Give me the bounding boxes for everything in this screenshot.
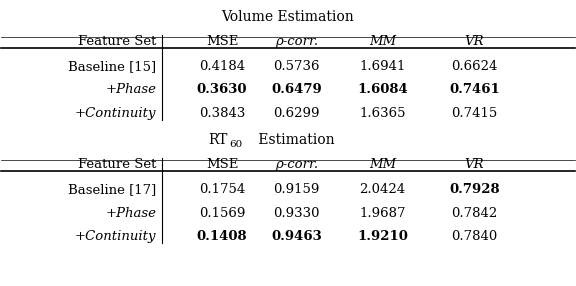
Text: ρ-corr.: ρ-corr.: [275, 158, 318, 171]
Text: 0.7461: 0.7461: [449, 83, 499, 96]
Text: +Continuity: +Continuity: [75, 107, 156, 120]
Text: VR: VR: [464, 35, 484, 47]
Text: 60: 60: [229, 140, 242, 149]
Text: 0.7928: 0.7928: [449, 183, 499, 196]
Text: ρ-corr.: ρ-corr.: [275, 35, 318, 47]
Text: 1.9687: 1.9687: [359, 207, 406, 220]
Text: 1.9210: 1.9210: [357, 230, 408, 243]
Text: Baseline [15]: Baseline [15]: [68, 60, 156, 73]
Text: RT: RT: [209, 133, 228, 147]
Text: Volume Estimation: Volume Estimation: [222, 10, 354, 24]
Text: 1.6941: 1.6941: [359, 60, 406, 73]
Text: +Continuity: +Continuity: [75, 230, 156, 243]
Text: MM: MM: [369, 158, 396, 171]
Text: 0.3630: 0.3630: [197, 83, 247, 96]
Text: 0.1569: 0.1569: [199, 207, 245, 220]
Text: 0.9330: 0.9330: [274, 207, 320, 220]
Text: Estimation: Estimation: [253, 133, 334, 147]
Text: 1.6084: 1.6084: [357, 83, 408, 96]
Text: 0.9463: 0.9463: [271, 230, 322, 243]
Text: +Phase: +Phase: [105, 207, 156, 220]
Text: 0.5736: 0.5736: [274, 60, 320, 73]
Text: 0.7842: 0.7842: [451, 207, 498, 220]
Text: +Phase: +Phase: [105, 83, 156, 96]
Text: Feature Set: Feature Set: [78, 35, 156, 47]
Text: Baseline [17]: Baseline [17]: [68, 183, 156, 196]
Text: 0.7840: 0.7840: [451, 230, 498, 243]
Text: 0.6624: 0.6624: [451, 60, 498, 73]
Text: 0.1408: 0.1408: [197, 230, 247, 243]
Text: MSE: MSE: [206, 158, 238, 171]
Text: 0.9159: 0.9159: [274, 183, 320, 196]
Text: 0.6299: 0.6299: [274, 107, 320, 120]
Text: Feature Set: Feature Set: [78, 158, 156, 171]
Text: 0.7415: 0.7415: [451, 107, 498, 120]
Text: VR: VR: [464, 158, 484, 171]
Text: 1.6365: 1.6365: [359, 107, 406, 120]
Text: 2.0424: 2.0424: [359, 183, 406, 196]
Text: 0.4184: 0.4184: [199, 60, 245, 73]
Text: 0.3843: 0.3843: [199, 107, 245, 120]
Text: MM: MM: [369, 35, 396, 47]
Text: 0.6479: 0.6479: [271, 83, 322, 96]
Text: MSE: MSE: [206, 35, 238, 47]
Text: 0.1754: 0.1754: [199, 183, 245, 196]
